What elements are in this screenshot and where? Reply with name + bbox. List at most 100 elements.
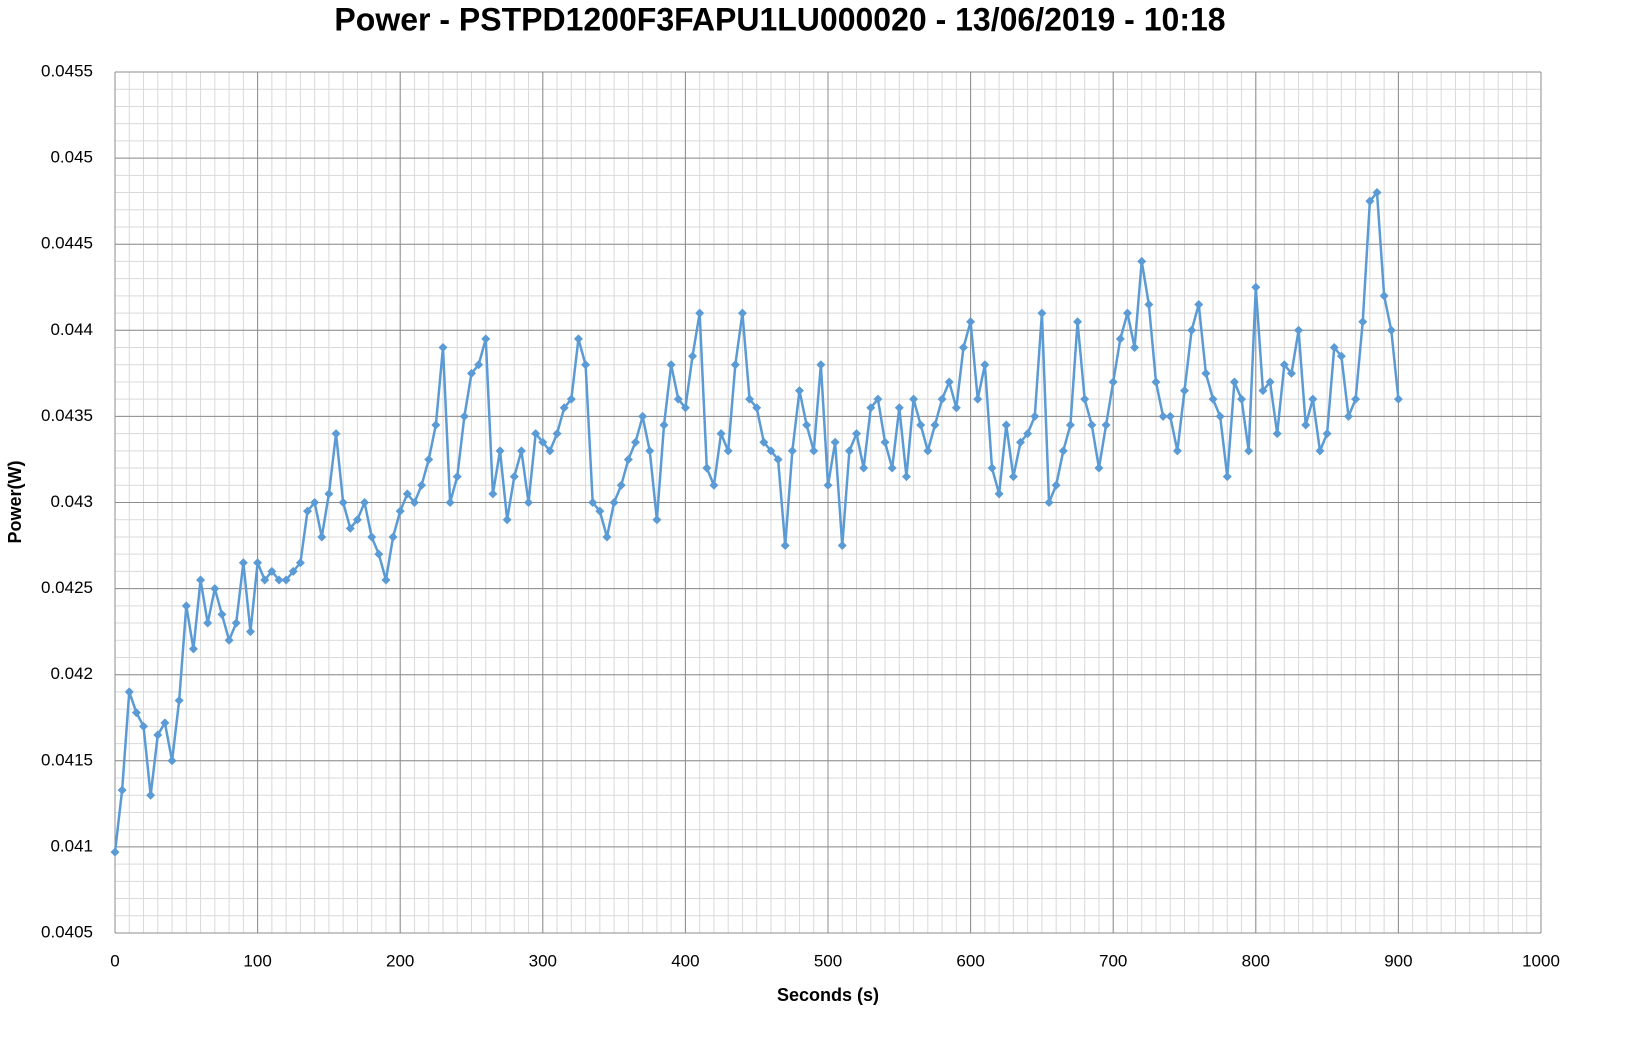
data-marker	[388, 532, 398, 542]
x-tick-label: 0	[110, 951, 119, 970]
data-marker	[345, 523, 355, 533]
y-tick-label: 0.042	[50, 664, 93, 683]
data-marker	[538, 437, 548, 447]
data-marker	[1393, 394, 1403, 404]
data-marker	[459, 411, 469, 421]
y-tick-label: 0.0445	[41, 234, 93, 253]
data-marker	[253, 558, 263, 568]
data-marker	[516, 446, 526, 456]
data-marker	[1201, 368, 1211, 378]
data-marker	[452, 472, 462, 482]
data-marker	[1073, 317, 1083, 327]
x-tick-label: 900	[1384, 951, 1412, 970]
data-marker	[1130, 343, 1140, 353]
data-marker	[1372, 188, 1382, 198]
data-marker	[923, 446, 933, 456]
data-marker	[937, 394, 947, 404]
data-marker	[1258, 386, 1268, 396]
data-marker	[160, 718, 170, 728]
data-marker	[1194, 299, 1204, 309]
x-tick-label: 100	[243, 951, 271, 970]
data-marker	[1379, 291, 1389, 301]
data-marker	[281, 575, 291, 585]
data-marker	[1322, 429, 1332, 439]
data-marker	[809, 446, 819, 456]
x-tick-label: 600	[956, 951, 984, 970]
x-tick-label: 200	[386, 951, 414, 970]
data-marker	[787, 446, 797, 456]
data-marker	[1165, 411, 1175, 421]
data-marker	[987, 463, 997, 473]
y-tick-label: 0.0435	[41, 406, 93, 425]
data-marker	[552, 429, 562, 439]
data-marker	[374, 549, 384, 559]
data-marker	[545, 446, 555, 456]
data-marker	[680, 403, 690, 413]
data-marker	[1351, 394, 1361, 404]
data-marker	[1187, 325, 1197, 335]
data-marker	[1244, 446, 1254, 456]
data-marker	[723, 446, 733, 456]
data-marker	[274, 575, 284, 585]
data-marker	[645, 446, 655, 456]
data-marker	[1358, 317, 1368, 327]
data-marker	[524, 498, 534, 507]
data-marker	[203, 618, 213, 628]
data-marker	[1158, 411, 1168, 421]
data-marker	[260, 575, 270, 585]
data-marker	[581, 360, 591, 370]
y-tick-label: 0.0455	[41, 61, 93, 80]
data-marker	[181, 601, 191, 611]
data-marker	[502, 515, 512, 525]
data-marker	[196, 575, 206, 585]
data-marker	[573, 334, 583, 344]
data-marker	[1144, 299, 1154, 309]
data-marker	[352, 515, 362, 525]
data-marker	[652, 515, 662, 525]
data-marker	[844, 446, 854, 456]
data-marker	[245, 627, 255, 637]
data-marker	[1386, 325, 1396, 335]
data-marker	[759, 437, 769, 447]
data-marker	[1108, 377, 1118, 387]
data-marker	[666, 360, 676, 370]
data-marker	[1122, 308, 1132, 318]
data-marker	[673, 394, 683, 404]
data-marker	[1016, 437, 1026, 447]
data-marker	[859, 463, 869, 473]
data-marker	[1030, 411, 1040, 421]
data-marker	[602, 532, 612, 542]
data-marker	[1115, 334, 1125, 344]
data-marker	[1101, 420, 1111, 430]
data-marker	[1215, 411, 1225, 421]
data-marker	[531, 429, 541, 439]
data-marker	[730, 360, 740, 370]
data-marker	[445, 498, 455, 507]
data-marker	[958, 343, 968, 353]
data-marker	[1301, 420, 1311, 430]
data-marker	[830, 437, 840, 447]
data-marker	[117, 785, 127, 795]
data-marker	[210, 584, 220, 594]
data-marker	[424, 454, 434, 464]
data-marker	[1265, 377, 1275, 387]
data-marker	[238, 558, 248, 568]
data-marker	[980, 360, 990, 370]
data-marker	[737, 308, 747, 318]
data-marker	[702, 463, 712, 473]
data-marker	[630, 437, 640, 447]
chart-title: Power - PSTPD1200F3FAPU1LU000020 - 13/06…	[334, 1, 1225, 37]
data-marker	[303, 506, 313, 516]
data-marker	[324, 489, 334, 499]
data-marker	[438, 343, 448, 353]
data-marker	[873, 394, 883, 404]
x-tick-label: 400	[671, 951, 699, 970]
data-marker	[994, 489, 1004, 499]
data-marker	[267, 566, 277, 576]
data-marker	[816, 360, 826, 370]
data-marker	[866, 403, 876, 413]
data-marker	[695, 308, 705, 318]
data-marker	[966, 317, 976, 327]
data-marker	[1065, 420, 1075, 430]
y-tick-label: 0.045	[50, 148, 93, 167]
